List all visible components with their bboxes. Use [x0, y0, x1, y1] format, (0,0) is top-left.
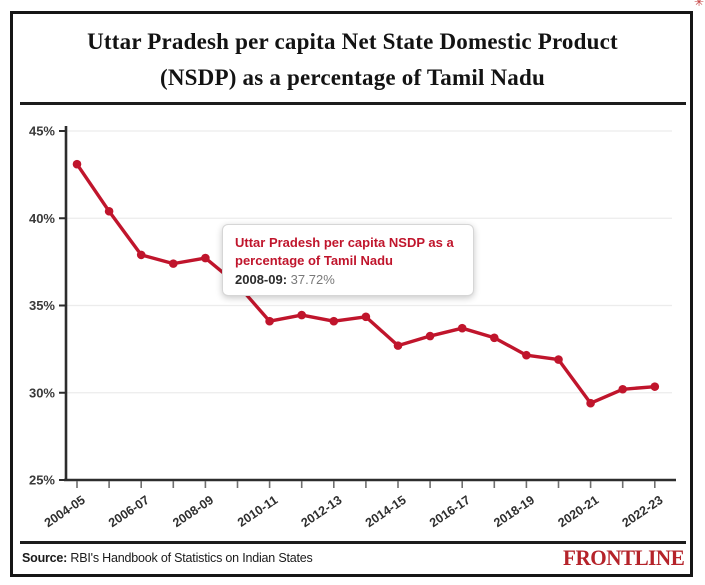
chart-title-line2: (NSDP) as a percentage of Tamil Nadu	[159, 64, 545, 90]
data-point[interactable]	[265, 316, 274, 326]
tooltip-value: 37.72%	[290, 272, 335, 288]
source-text: RBI's Handbook of Statistics on Indian S…	[70, 551, 313, 565]
data-point[interactable]	[72, 159, 82, 169]
decorative-asterisk-icon: ✳	[693, 0, 704, 9]
frontline-logo: FRONTLINE	[562, 545, 685, 570]
x-tick-label: 2004-05	[42, 493, 88, 530]
data-point[interactable]	[361, 312, 371, 322]
x-tick-label: 2016-17	[427, 493, 473, 530]
y-tick-label: 35%	[29, 298, 55, 313]
y-tick-label: 30%	[29, 385, 55, 400]
line-chart: 25% 30% 35% 40% 45% 2004-05 2006-07 2008-09 2010…	[29, 124, 676, 530]
x-tick-label: 2008-09	[170, 493, 216, 530]
data-point[interactable]	[425, 331, 435, 341]
data-point[interactable]	[618, 384, 627, 394]
x-tick-label: 2022-23	[620, 493, 666, 530]
data-point[interactable]	[457, 323, 467, 333]
data-point[interactable]	[329, 316, 339, 326]
tooltip-year-label: 2008-09:	[235, 272, 288, 288]
tooltip-value-row: 2008-09: 37.72%	[235, 272, 461, 287]
y-tick-label: 25%	[29, 473, 55, 488]
data-point[interactable]	[650, 382, 660, 391]
y-tick-label: 45%	[29, 124, 55, 139]
data-point[interactable]	[554, 355, 563, 364]
data-point[interactable]	[490, 333, 499, 343]
data-point[interactable]	[201, 253, 210, 263]
data-point[interactable]	[136, 250, 146, 260]
data-point[interactable]	[522, 350, 531, 360]
data-point[interactable]	[393, 341, 403, 350]
tooltip-title: Uttar Pradesh per capita NSDP as a perce…	[235, 235, 454, 269]
x-tick-label: 2014-15	[363, 493, 409, 530]
footer-divider	[20, 541, 686, 544]
source-label: Source:	[22, 551, 68, 565]
chart-title: Uttar Pradesh per capita Net State Domes…	[30, 24, 675, 95]
chart-tooltip: Uttar Pradesh per capita NSDP as a perce…	[222, 224, 474, 297]
chart-title-line1: Uttar Pradesh per capita Net State Domes…	[87, 29, 618, 54]
title-divider	[20, 102, 686, 105]
data-point[interactable]	[586, 398, 595, 408]
data-point[interactable]	[104, 206, 114, 216]
data-point[interactable]	[297, 310, 307, 320]
data-point[interactable]	[169, 259, 178, 268]
x-tick-label: 2018-19	[491, 493, 537, 530]
x-tick-label: 2012-13	[299, 493, 345, 530]
source-line: Source: RBI's Handbook of Statistics on …	[22, 551, 313, 565]
x-tick-label: 2020-21	[555, 493, 601, 530]
x-tick-label: 2006-07	[106, 493, 152, 530]
x-tick-label: 2010-11	[235, 493, 280, 530]
y-tick-label: 40%	[29, 211, 55, 226]
